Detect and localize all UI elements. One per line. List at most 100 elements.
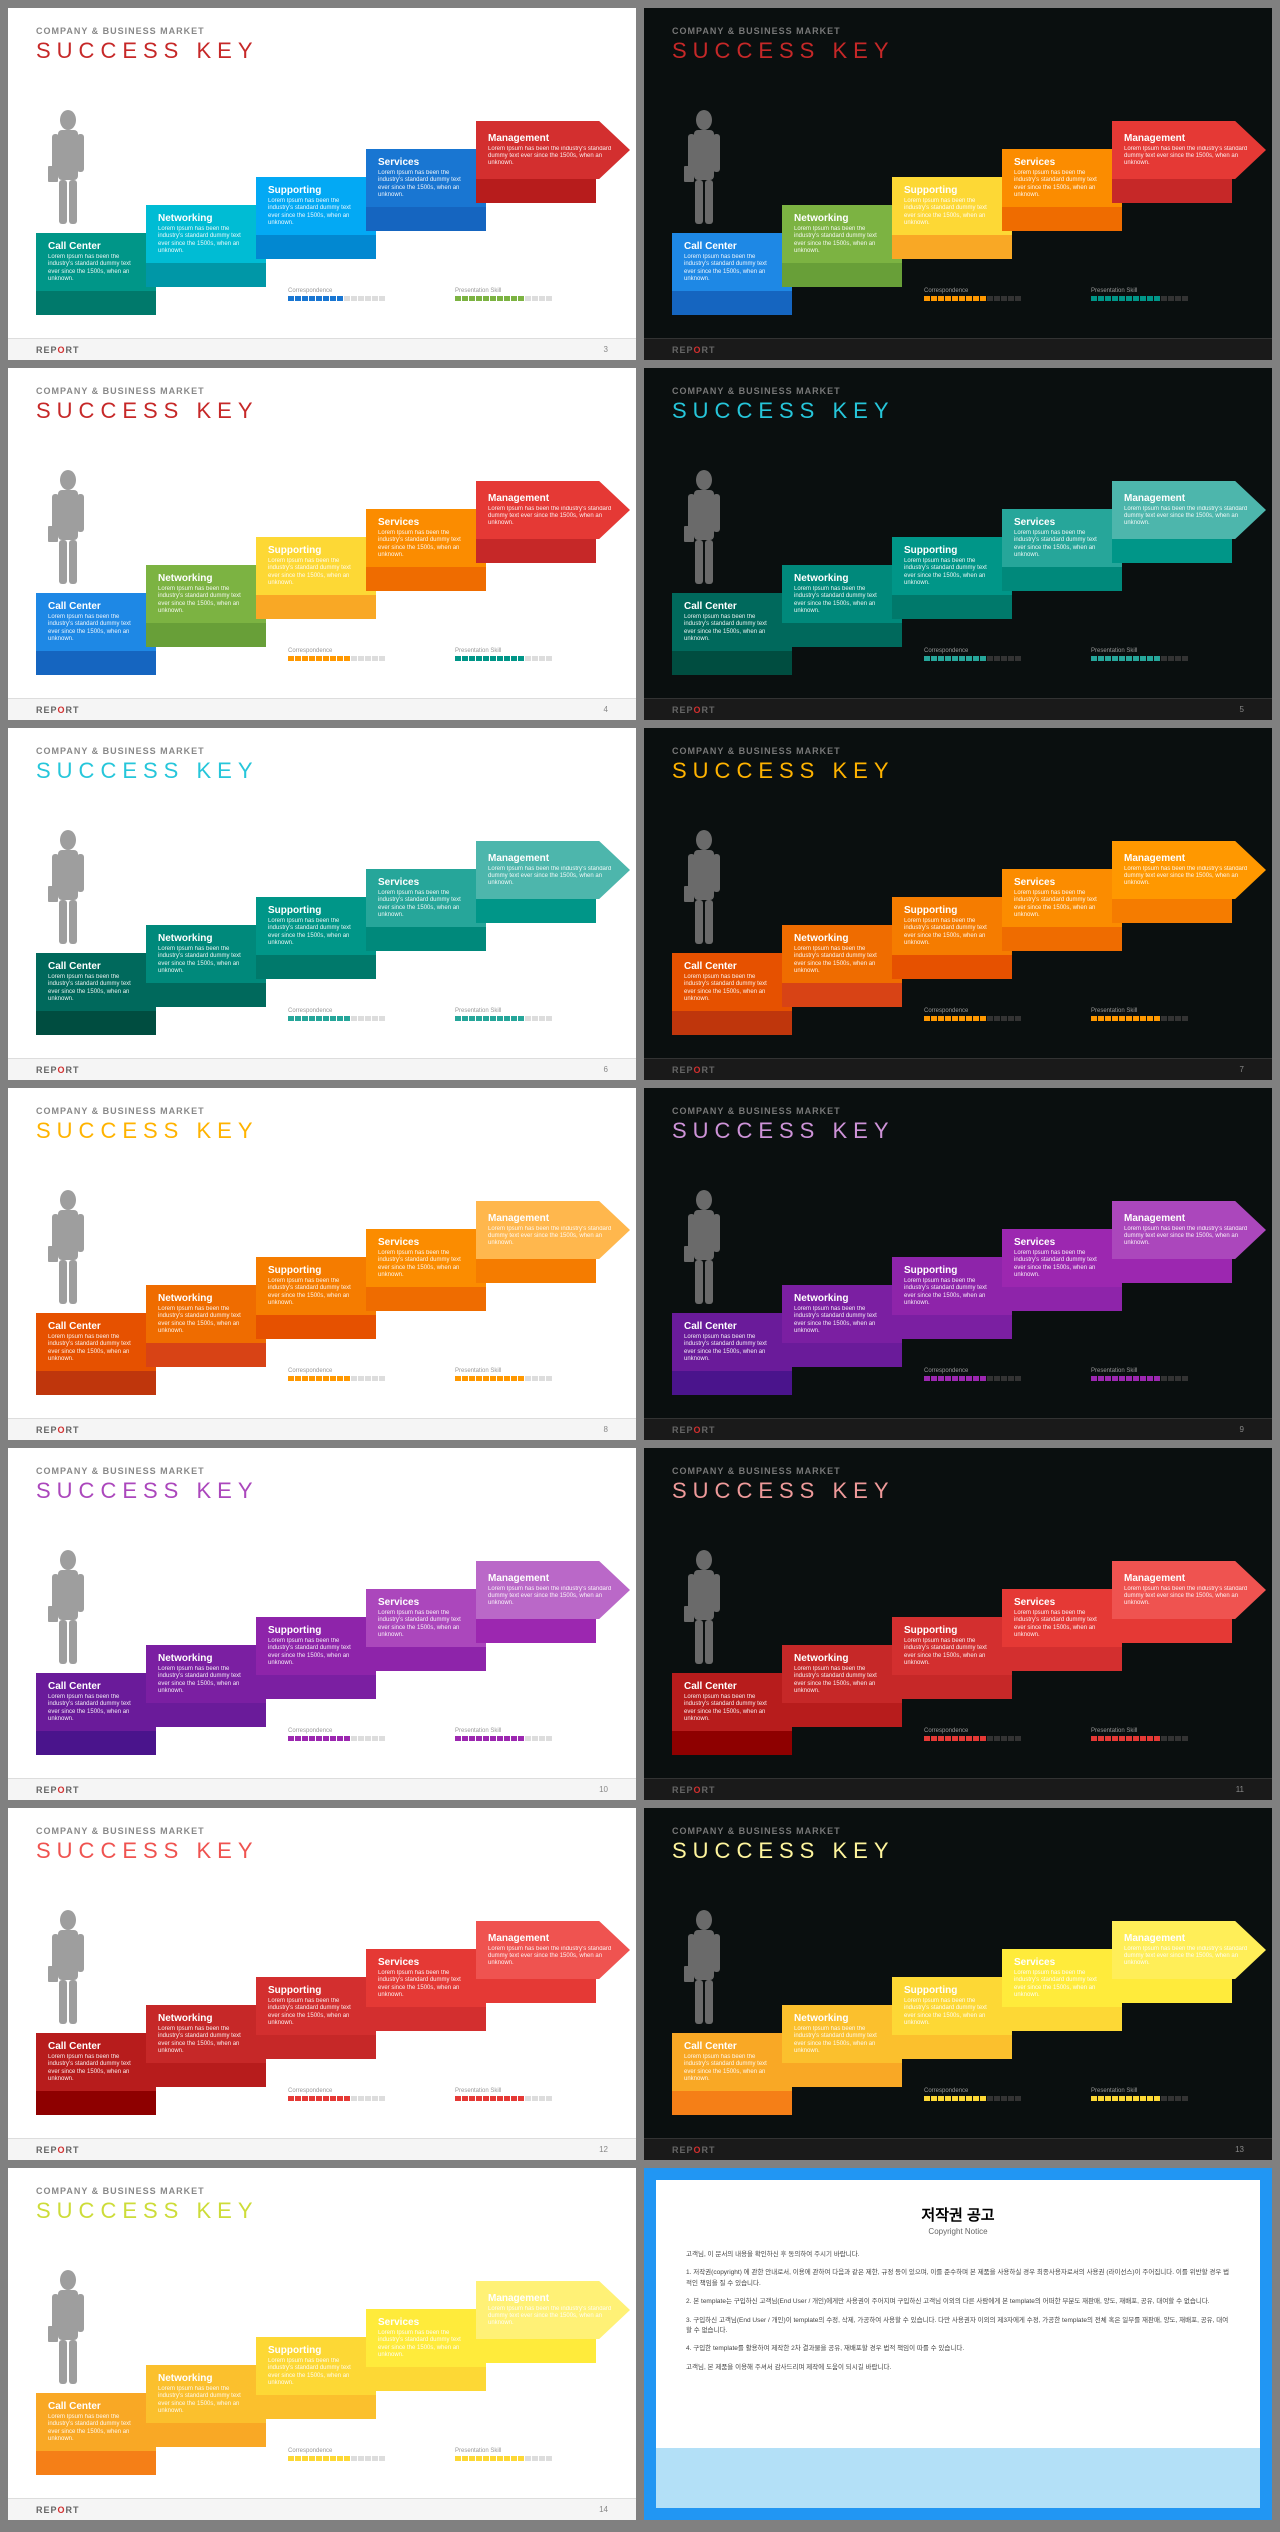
bar-label-1: Presentation Skill — [455, 1728, 552, 1734]
bar-seg — [1175, 296, 1181, 301]
bar-seg — [511, 1736, 517, 1741]
step-0: Call Center Lorem Ipsum has been the ind… — [672, 593, 792, 651]
bar-seg — [351, 1016, 357, 1021]
step-desc-2: Lorem Ipsum has been the industry's stan… — [268, 1998, 364, 2027]
progress-bars: Correspondence Presentation Skill — [924, 288, 1188, 301]
bar-group-1: Presentation Skill — [455, 2088, 552, 2101]
slide-footer: REPORT 6 — [8, 1058, 636, 1080]
bar-seg — [1182, 2096, 1188, 2101]
bar-seg — [295, 2456, 301, 2461]
notice-paragraph-5: 고객님, 본 제품을 이용해 주셔서 감사드리며 제작에 도움이 되시길 바랍니… — [686, 2363, 1230, 2373]
bar-seg — [1147, 296, 1153, 301]
step-tab-3 — [366, 2367, 486, 2391]
step-tab-4 — [476, 899, 596, 923]
bar-seg — [966, 1736, 972, 1741]
step-label-3: Services — [1014, 877, 1110, 888]
bar-seg — [1119, 656, 1125, 661]
step-label-3: Services — [1014, 1597, 1110, 1608]
bar-seg — [1147, 656, 1153, 661]
bar-seg — [302, 1736, 308, 1741]
bar-seg — [973, 1376, 979, 1381]
bar-seg — [546, 1376, 552, 1381]
bar-seg — [952, 1736, 958, 1741]
step-2: Supporting Lorem Ipsum has been the indu… — [892, 1257, 1012, 1315]
bar-seg — [309, 1376, 315, 1381]
step-desc-4: Lorem Ipsum has been the industry's stan… — [1124, 1226, 1254, 1248]
bar-1 — [455, 1376, 552, 1381]
bar-seg — [532, 1376, 538, 1381]
step-desc-4: Lorem Ipsum has been the industry's stan… — [1124, 506, 1254, 528]
slide-subtitle: COMPANY & BUSINESS MARKET — [36, 746, 205, 756]
step-3: Services Lorem Ipsum has been the indust… — [366, 149, 486, 207]
bar-seg — [490, 296, 496, 301]
bar-seg — [518, 2456, 524, 2461]
step-label-0: Call Center — [684, 1321, 780, 1332]
bar-seg — [1168, 296, 1174, 301]
bar-seg — [980, 1376, 986, 1381]
step-desc-4: Lorem Ipsum has been the industry's stan… — [488, 506, 618, 528]
bar-seg — [1119, 1016, 1125, 1021]
bar-seg — [980, 296, 986, 301]
bar-seg — [525, 656, 531, 661]
bar-group-0: Correspondence — [288, 288, 385, 301]
bar-seg — [497, 2096, 503, 2101]
bar-seg — [1168, 2096, 1174, 2101]
bar-seg — [316, 1376, 322, 1381]
bar-seg — [497, 2456, 503, 2461]
bar-0 — [924, 1376, 1021, 1381]
bar-group-0: Correspondence — [924, 648, 1021, 661]
bar-seg — [344, 1016, 350, 1021]
bar-seg — [959, 1016, 965, 1021]
bar-seg — [938, 296, 944, 301]
bar-seg — [1098, 656, 1104, 661]
step-label-0: Call Center — [48, 241, 144, 252]
bar-label-1: Presentation Skill — [1091, 2088, 1188, 2094]
bar-seg — [532, 296, 538, 301]
bar-seg — [1001, 1016, 1007, 1021]
bar-seg — [358, 1376, 364, 1381]
bar-seg — [994, 2096, 1000, 2101]
bar-seg — [302, 2096, 308, 2101]
bar-seg — [1091, 296, 1097, 301]
step-2: Supporting Lorem Ipsum has been the indu… — [892, 1977, 1012, 2035]
step-tab-1 — [146, 1703, 266, 1727]
step-tab-2 — [256, 2035, 376, 2059]
bar-seg — [372, 1376, 378, 1381]
step-tab-3 — [366, 567, 486, 591]
bar-1 — [455, 1736, 552, 1741]
step-label-2: Supporting — [268, 1265, 364, 1276]
step-label-1: Networking — [794, 1293, 890, 1304]
progress-bars: Correspondence Presentation Skill — [288, 1008, 552, 1021]
step-desc-3: Lorem Ipsum has been the industry's stan… — [378, 1250, 474, 1279]
step-desc-3: Lorem Ipsum has been the industry's stan… — [1014, 170, 1110, 199]
step-label-0: Call Center — [48, 1321, 144, 1332]
bar-seg — [511, 1016, 517, 1021]
bar-seg — [1161, 1736, 1167, 1741]
step-desc-3: Lorem Ipsum has been the industry's stan… — [378, 170, 474, 199]
bar-seg — [1091, 656, 1097, 661]
progress-bars: Correspondence Presentation Skill — [288, 2448, 552, 2461]
bar-seg — [938, 2096, 944, 2101]
page-number: 12 — [599, 2145, 608, 2154]
bar-group-0: Correspondence — [288, 1728, 385, 1741]
bar-seg — [1133, 2096, 1139, 2101]
bar-seg — [945, 1736, 951, 1741]
step-label-1: Networking — [794, 213, 890, 224]
step-desc-3: Lorem Ipsum has been the industry's stan… — [1014, 1610, 1110, 1639]
bar-seg — [1126, 2096, 1132, 2101]
bar-seg — [973, 1736, 979, 1741]
slide-subtitle: COMPANY & BUSINESS MARKET — [36, 1466, 205, 1476]
slide-title: SUCCESS KEY — [36, 38, 259, 64]
slide-title: SUCCESS KEY — [672, 38, 895, 64]
bar-seg — [1126, 1376, 1132, 1381]
slide-subtitle: COMPANY & BUSINESS MARKET — [672, 1466, 841, 1476]
bar-seg — [323, 2456, 329, 2461]
bar-seg — [365, 2456, 371, 2461]
step-tab-3 — [366, 1647, 486, 1671]
step-4: Management Lorem Ipsum has been the indu… — [476, 1201, 630, 1259]
bar-seg — [379, 2456, 385, 2461]
bar-0 — [924, 1016, 1021, 1021]
step-1: Networking Lorem Ipsum has been the indu… — [146, 565, 266, 623]
slide-subtitle: COMPANY & BUSINESS MARKET — [36, 2186, 205, 2196]
slide-7: COMPANY & BUSINESS MARKET SUCCESS KEY Ca… — [8, 1088, 636, 1440]
